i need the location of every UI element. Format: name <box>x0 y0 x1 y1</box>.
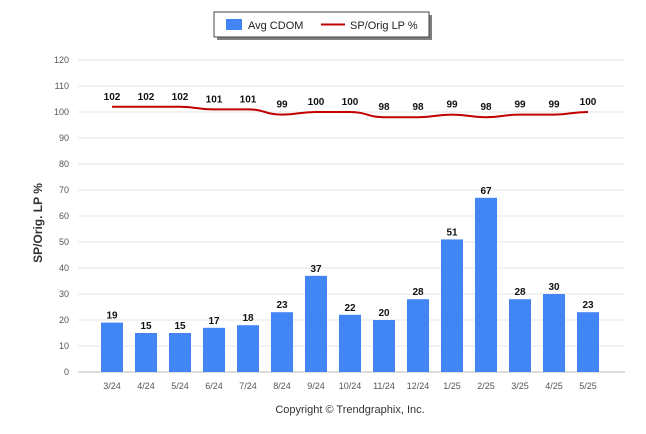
line-value-label: 99 <box>548 100 560 111</box>
y-tick-label: 50 <box>59 237 69 247</box>
x-tick-label: 5/25 <box>579 381 597 391</box>
x-tick-label: 4/24 <box>137 381 155 391</box>
x-tick-label: 2/25 <box>477 381 495 391</box>
bar <box>407 299 429 372</box>
y-tick-label: 80 <box>59 159 69 169</box>
bar-value-label: 67 <box>480 186 492 197</box>
line-value-label: 102 <box>138 92 155 103</box>
y-tick-label: 110 <box>55 81 69 91</box>
bar-value-label: 15 <box>140 321 152 332</box>
y-axis-ticks: 0 10 20 30 40 50 60 70 80 90 100 110 120 <box>54 55 69 377</box>
line-value-label: 99 <box>446 100 458 111</box>
bar-value-label: 23 <box>582 300 594 311</box>
line-value-label: 101 <box>240 94 257 105</box>
y-tick-label: 20 <box>59 315 69 325</box>
x-tick-label: 7/24 <box>239 381 257 391</box>
x-tick-label: 10/24 <box>339 381 362 391</box>
line-value-label: 102 <box>104 92 121 103</box>
x-tick-label: 3/24 <box>103 381 121 391</box>
line-value-label: 100 <box>308 97 325 108</box>
line-value-label: 101 <box>206 94 223 105</box>
y-tick-label: 120 <box>54 55 69 65</box>
bar <box>169 333 191 372</box>
x-tick-label: 5/24 <box>171 381 189 391</box>
x-tick-label: 8/24 <box>273 381 291 391</box>
bar-value-label: 37 <box>310 264 322 275</box>
y-tick-label: 70 <box>59 185 69 195</box>
bar-value-label: 20 <box>378 308 390 319</box>
bar <box>339 314 361 372</box>
x-tick-label: 1/25 <box>443 381 461 391</box>
copyright-text: Copyright © Trendgraphix, Inc. <box>275 404 424 416</box>
bar <box>203 327 225 372</box>
bar-value-label: 19 <box>106 311 118 322</box>
y-tick-label: 60 <box>59 211 69 221</box>
bar-labels: 19 15 15 17 18 23 37 22 20 28 51 67 28 30 23 <box>106 186 594 332</box>
bar <box>373 320 395 372</box>
sp-orig-lp-line <box>112 105 589 119</box>
line-labels: 102 102 102 101 101 99 100 100 98 98 99 98 99 99 100 <box>104 92 597 113</box>
x-tick-label: 3/25 <box>511 381 529 391</box>
bar <box>475 197 497 372</box>
bar <box>237 325 259 372</box>
bar-value-label: 28 <box>412 287 424 298</box>
line-value-label: 98 <box>412 102 424 113</box>
y-tick-label: 100 <box>54 107 69 117</box>
line-value-label: 100 <box>342 97 359 108</box>
bar-value-label: 28 <box>514 287 526 298</box>
x-tick-label: 9/24 <box>307 381 325 391</box>
bar-value-label: 51 <box>446 227 458 238</box>
legend: Avg CDOM SP/Orig LP % <box>213 11 432 40</box>
legend-box <box>213 11 430 38</box>
y-tick-label: 40 <box>59 263 69 273</box>
bar <box>305 275 327 372</box>
bar-value-label: 23 <box>276 300 288 311</box>
x-tick-label: 11/24 <box>373 381 395 391</box>
bar-value-label: 22 <box>344 303 356 314</box>
x-tick-label: 4/25 <box>545 381 563 391</box>
bar <box>543 294 565 372</box>
bar <box>135 333 157 372</box>
bars <box>101 197 599 372</box>
bar <box>271 312 293 372</box>
x-axis-ticks: 3/24 4/24 5/24 6/24 7/24 8/24 9/24 10/24 11/24 12… <box>103 381 597 391</box>
y-tick-label: 0 <box>64 367 69 377</box>
x-tick-label: 6/24 <box>205 381 223 391</box>
x-tick-label: 12/24 <box>407 381 430 391</box>
legend-label-avg-cdom: Avg CDOM <box>248 20 303 32</box>
bar-value-label: 18 <box>242 313 254 324</box>
line-value-label: 99 <box>276 100 288 111</box>
bar-value-label: 15 <box>174 321 186 332</box>
y-tick-label: 30 <box>59 289 69 299</box>
y-tick-label: 90 <box>59 133 69 143</box>
line-value-label: 99 <box>514 100 526 111</box>
bar-value-label: 30 <box>548 282 560 293</box>
legend-label-sp-orig-lp: SP/Orig LP % <box>350 20 418 32</box>
bar <box>441 239 463 372</box>
legend-swatch-avg-cdom <box>226 19 242 30</box>
bar <box>101 322 123 372</box>
bar <box>509 299 531 372</box>
bar <box>577 312 599 372</box>
bar-value-label: 17 <box>208 316 220 327</box>
line-value-label: 98 <box>480 102 492 113</box>
y-tick-label: 10 <box>59 341 69 351</box>
y-axis-label: SP/Orig. LP % <box>31 183 45 263</box>
line-value-label: 102 <box>172 92 189 103</box>
line-value-label: 98 <box>378 102 390 113</box>
line-value-label: 100 <box>580 97 597 108</box>
